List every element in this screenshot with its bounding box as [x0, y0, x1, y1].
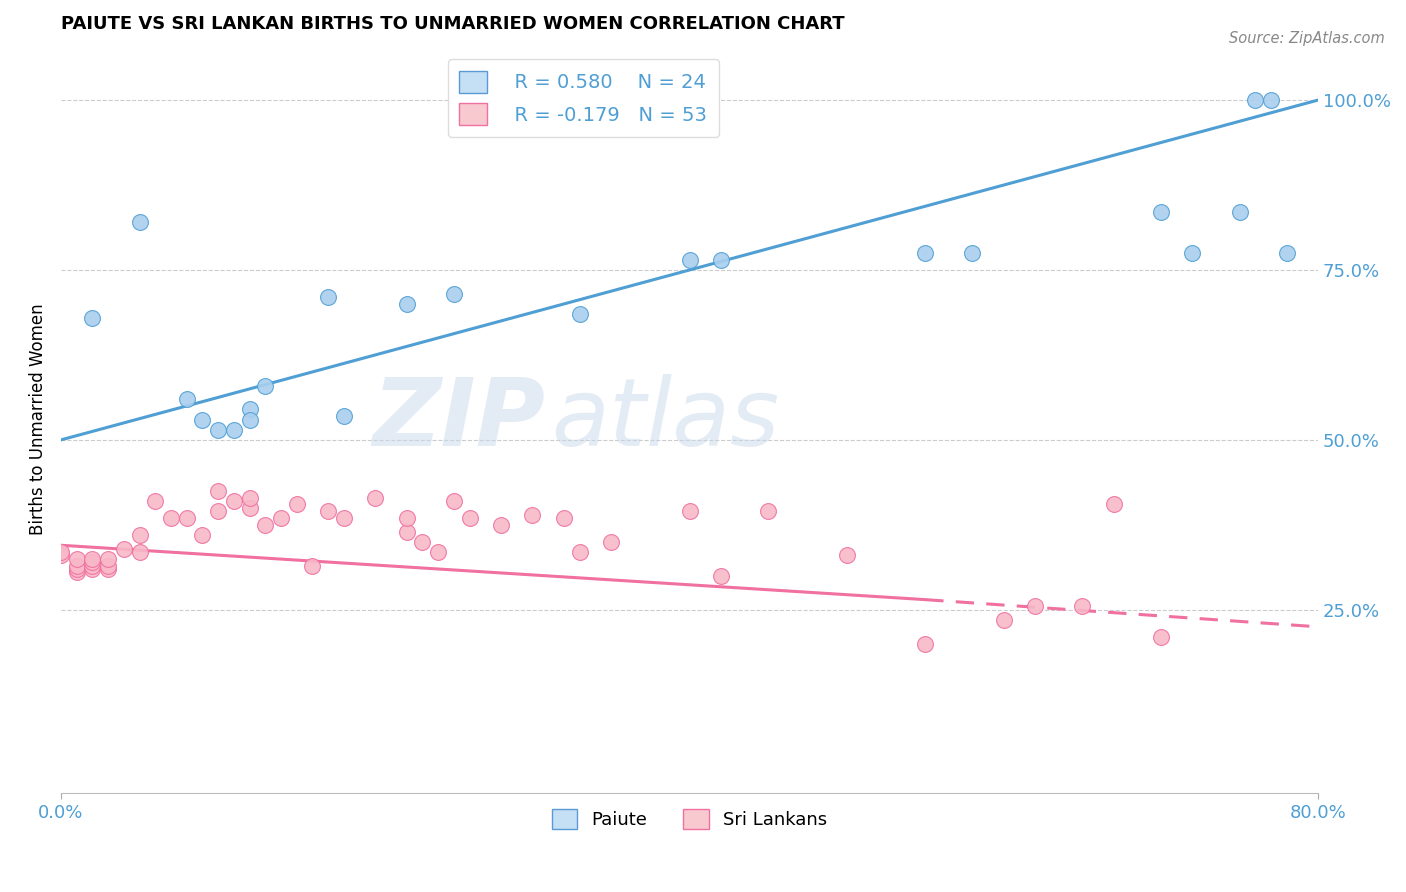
- Point: [254, 517, 277, 532]
- Point: [238, 500, 260, 515]
- Point: [568, 307, 591, 321]
- Point: [710, 569, 733, 583]
- Point: [835, 549, 858, 563]
- Point: [207, 504, 229, 518]
- Point: [254, 378, 277, 392]
- Point: [1181, 246, 1204, 260]
- Point: [1260, 93, 1282, 107]
- Text: ZIP: ZIP: [373, 374, 546, 466]
- Point: [443, 494, 465, 508]
- Point: [568, 545, 591, 559]
- Point: [222, 423, 245, 437]
- Point: [1024, 599, 1046, 614]
- Point: [238, 402, 260, 417]
- Point: [82, 552, 104, 566]
- Point: [128, 215, 150, 229]
- Point: [678, 504, 700, 518]
- Point: [427, 545, 450, 559]
- Point: [160, 511, 183, 525]
- Point: [333, 409, 356, 423]
- Point: [710, 252, 733, 267]
- Point: [66, 552, 89, 566]
- Point: [270, 511, 292, 525]
- Point: [128, 528, 150, 542]
- Point: [207, 423, 229, 437]
- Point: [1102, 498, 1125, 512]
- Point: [143, 494, 166, 508]
- Point: [411, 534, 433, 549]
- Point: [82, 562, 104, 576]
- Point: [316, 504, 339, 518]
- Point: [1229, 205, 1251, 219]
- Point: [600, 534, 623, 549]
- Point: [301, 558, 323, 573]
- Point: [395, 524, 418, 539]
- Point: [66, 558, 89, 573]
- Point: [962, 246, 984, 260]
- Point: [82, 558, 104, 573]
- Point: [207, 483, 229, 498]
- Point: [364, 491, 387, 505]
- Point: [176, 392, 198, 406]
- Point: [1150, 630, 1173, 644]
- Point: [1071, 599, 1094, 614]
- Point: [222, 494, 245, 508]
- Point: [333, 511, 356, 525]
- Point: [678, 252, 700, 267]
- Text: Source: ZipAtlas.com: Source: ZipAtlas.com: [1229, 31, 1385, 46]
- Point: [191, 412, 214, 426]
- Point: [66, 562, 89, 576]
- Point: [49, 549, 72, 563]
- Text: PAIUTE VS SRI LANKAN BIRTHS TO UNMARRIED WOMEN CORRELATION CHART: PAIUTE VS SRI LANKAN BIRTHS TO UNMARRIED…: [60, 15, 845, 33]
- Point: [914, 637, 936, 651]
- Point: [285, 498, 308, 512]
- Point: [522, 508, 544, 522]
- Legend: Paiute, Sri Lankans: Paiute, Sri Lankans: [544, 801, 835, 837]
- Point: [914, 246, 936, 260]
- Point: [238, 491, 260, 505]
- Point: [238, 412, 260, 426]
- Point: [756, 504, 779, 518]
- Point: [443, 286, 465, 301]
- Point: [316, 290, 339, 304]
- Point: [1150, 205, 1173, 219]
- Point: [489, 517, 512, 532]
- Point: [395, 297, 418, 311]
- Point: [112, 541, 135, 556]
- Point: [97, 552, 120, 566]
- Y-axis label: Births to Unmarried Women: Births to Unmarried Women: [30, 303, 46, 535]
- Point: [128, 545, 150, 559]
- Point: [1275, 246, 1298, 260]
- Point: [82, 310, 104, 325]
- Point: [1244, 93, 1267, 107]
- Point: [993, 613, 1015, 627]
- Point: [458, 511, 481, 525]
- Point: [395, 511, 418, 525]
- Point: [49, 545, 72, 559]
- Point: [97, 558, 120, 573]
- Point: [97, 562, 120, 576]
- Text: atlas: atlas: [551, 374, 779, 465]
- Point: [191, 528, 214, 542]
- Point: [176, 511, 198, 525]
- Point: [82, 555, 104, 569]
- Point: [553, 511, 575, 525]
- Point: [66, 566, 89, 580]
